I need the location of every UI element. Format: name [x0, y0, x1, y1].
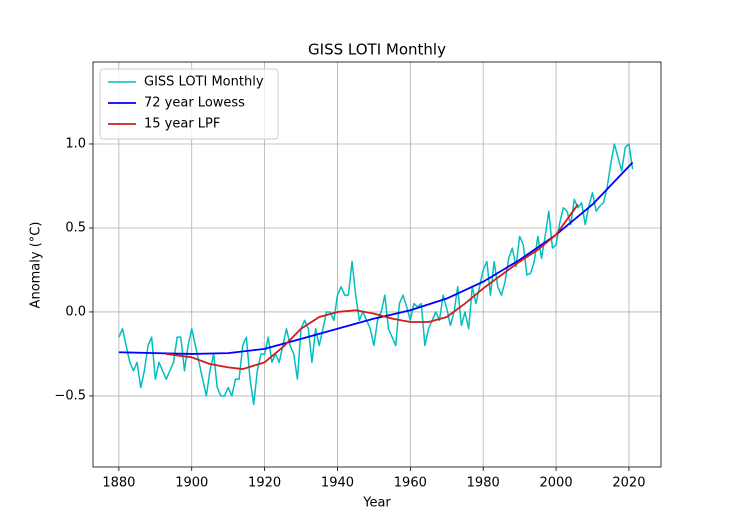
y-tick-label: −0.5	[54, 388, 86, 403]
plot-frame	[92, 61, 662, 468]
x-axis-label: Year	[362, 496, 391, 511]
legend-label: GISS LOTI Monthly	[144, 75, 264, 90]
legend-label: 72 year Lowess	[144, 96, 245, 111]
x-tick-label: 1960	[394, 476, 427, 491]
y-axis-label: Anomaly (°C)	[29, 222, 44, 309]
y-tick-label: 1.0	[65, 136, 86, 151]
series-line	[118, 143, 634, 406]
y-tick-label: 0.0	[65, 304, 86, 319]
x-tick-label: 1880	[102, 476, 135, 491]
series-line	[166, 203, 579, 370]
legend-box	[99, 68, 279, 140]
x-tick-label: 1900	[175, 476, 208, 491]
series-line	[118, 161, 634, 355]
y-tick-label: 0.5	[65, 220, 86, 235]
x-tick-label: 1920	[248, 476, 281, 491]
x-tick-label: 1940	[321, 476, 354, 491]
x-tick-label: 2020	[612, 476, 645, 491]
legend-label: 15 year LPF	[144, 117, 220, 132]
chart-title: GISS LOTI Monthly	[308, 41, 446, 59]
x-tick-label: 2000	[540, 476, 573, 491]
x-tick-label: 1980	[467, 476, 500, 491]
